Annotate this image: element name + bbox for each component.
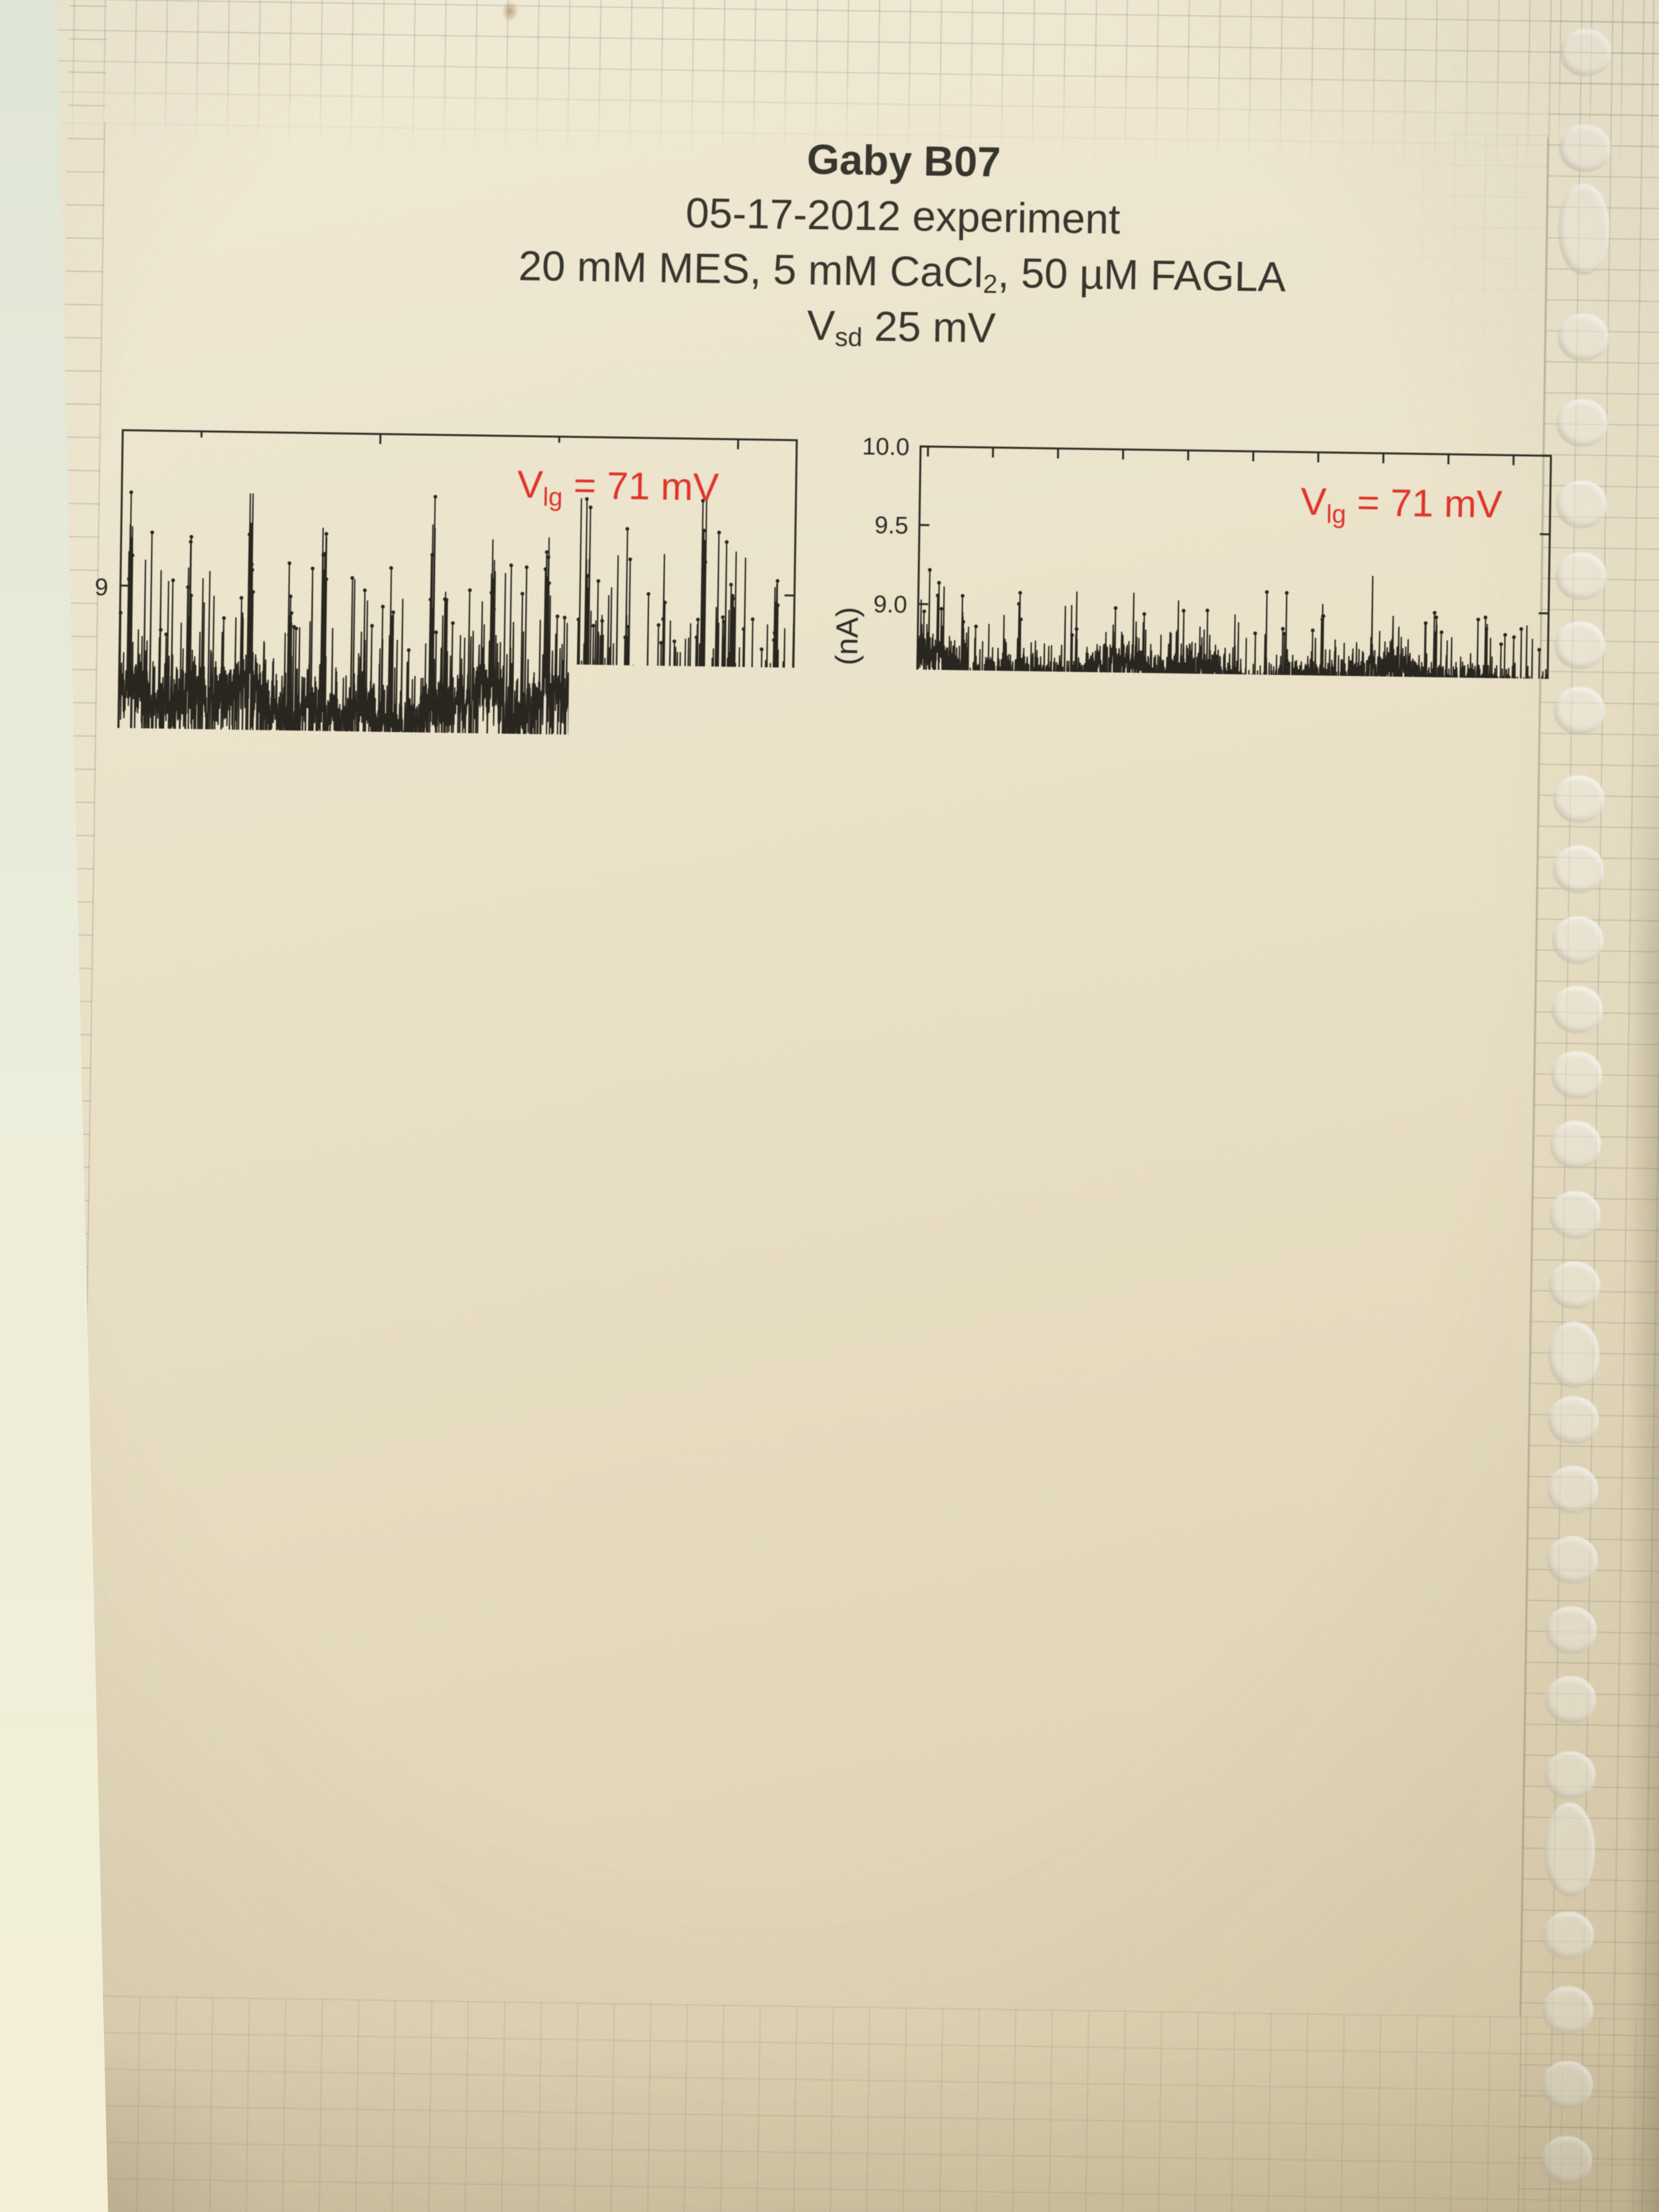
svg-text:9.0: 9.0 xyxy=(895,1387,930,1415)
svg-text:2 sec: 2 sec xyxy=(1134,1658,1206,1697)
svg-text:7.0: 7.0 xyxy=(891,1665,925,1692)
svg-text:210: 210 xyxy=(919,1757,960,1785)
svg-text:8.0: 8.0 xyxy=(893,1526,927,1553)
svg-text:Vlg = 100 mV: Vlg = 100 mV xyxy=(1265,1667,1489,1718)
svg-text:7.5: 7.5 xyxy=(892,1595,926,1623)
svg-text:Time (sec): Time (sec) xyxy=(1166,1790,1311,1827)
svg-text:220: 220 xyxy=(1230,1761,1271,1789)
svg-text:222: 222 xyxy=(1292,1762,1333,1790)
svg-text:212: 212 xyxy=(981,1757,1022,1785)
svg-text:8.5: 8.5 xyxy=(894,1456,928,1484)
svg-text:218: 218 xyxy=(1168,1760,1209,1788)
svg-text:214: 214 xyxy=(1044,1759,1084,1786)
svg-text:Current (nA): Current (nA) xyxy=(843,1457,881,1628)
svg-text:224: 224 xyxy=(1355,1763,1396,1791)
svg-text:228: 228 xyxy=(1479,1765,1520,1793)
svg-text:226: 226 xyxy=(1417,1764,1458,1792)
svg-text:216: 216 xyxy=(1105,1760,1146,1787)
